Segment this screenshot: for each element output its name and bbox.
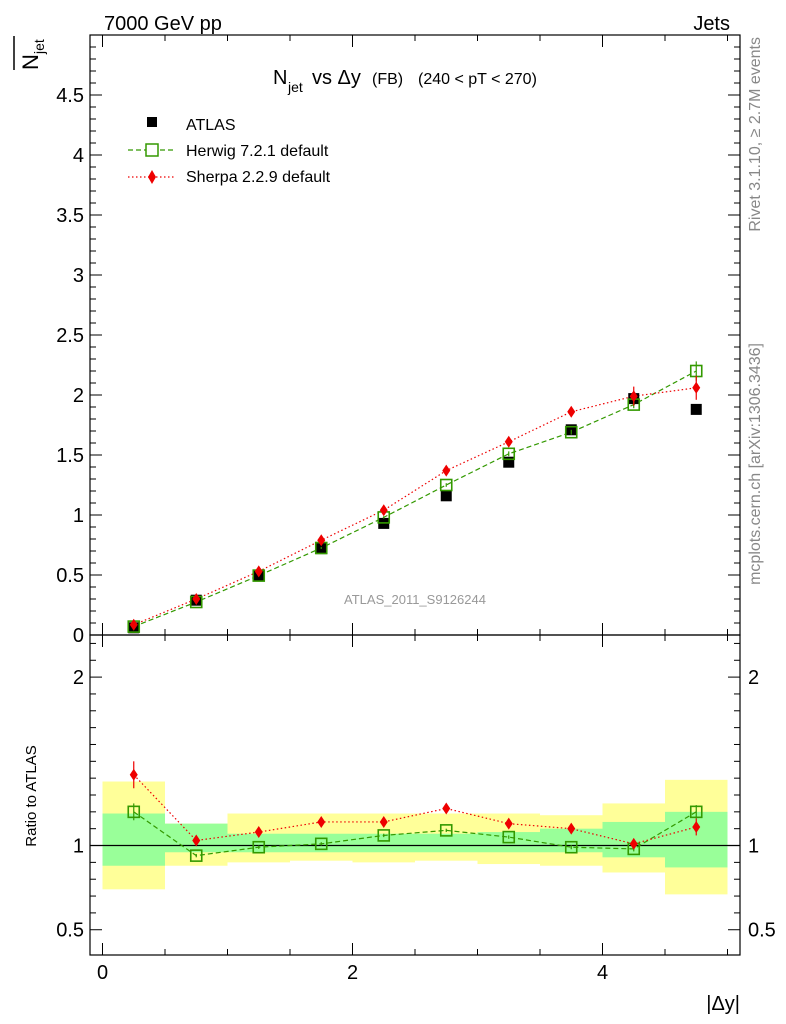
mcplots-label: mcplots.cern.ch [arXiv:1306.3436] <box>747 343 764 585</box>
y-main-tick-label-2: 1 <box>73 505 84 527</box>
sherpa-ratio-point-1 <box>192 834 201 847</box>
y-axis-label-n: N <box>18 54 43 70</box>
stat-uncertainty-band-0 <box>102 813 165 866</box>
herwig-ratio-point-1 <box>189 849 203 862</box>
stat-uncertainty-band-7 <box>540 828 603 853</box>
herwig-main-point-7 <box>564 425 578 439</box>
y-main-tick-label-0: 0 <box>73 625 84 647</box>
y-ratio-tick-label-right-0: 0.5 <box>748 920 776 942</box>
sherpa-ratio-point-5 <box>442 802 451 815</box>
stat-uncertainty-band-2 <box>227 833 290 853</box>
y-ratio-tick-label-left-0: 0.5 <box>56 920 84 942</box>
herwig-ratio-point-9 <box>689 805 703 819</box>
y-ratio-tick-label-left-2: 2 <box>73 667 84 689</box>
axes: 0 2 4 0 0.5 1 1.5 2 2.5 3 3.5 4 4.5 0.5 0.5 1 1 2 2 <box>56 34 776 984</box>
y-main-tick-label-7: 3.5 <box>56 205 84 227</box>
y-main-tick-label-8: 4 <box>73 145 84 167</box>
legend-label-atlas: ATLAS <box>186 117 236 134</box>
y-ratio-tick-label-right-2: 2 <box>748 667 759 689</box>
x-tick-label-0: 0 <box>97 962 108 984</box>
title-n-sub: jet <box>287 79 303 95</box>
sherpa-ratio-point-2 <box>254 826 263 839</box>
herwig-main-point-5 <box>439 478 453 492</box>
herwig-ratio-point-7 <box>564 840 578 854</box>
legend-label-sherpa: Sherpa 2.2.9 default <box>186 169 331 186</box>
legend-label-herwig: Herwig 7.2.1 default <box>186 143 329 160</box>
y-main-tick-label-3: 1.5 <box>56 445 84 467</box>
y-axis-label-main: N jet <box>13 36 47 70</box>
herwig-ratio-point-5 <box>439 824 453 837</box>
sherpa-main-point-0 <box>129 618 138 631</box>
process-label: Jets <box>693 13 730 35</box>
sherpa-main-point-1 <box>192 593 201 605</box>
herwig-ratio-point-4 <box>377 829 391 842</box>
chart-title: N jet vs Δy (FB) (240 < pT < 270) <box>273 67 537 95</box>
herwig-ratio-point-3 <box>314 837 328 851</box>
sherpa-main-point-3 <box>317 534 326 547</box>
sherpa-main-point-8 <box>629 390 638 403</box>
sherpa-main-line <box>133 387 697 626</box>
title-n: N <box>273 67 287 89</box>
herwig-ratio-point-2 <box>252 840 266 854</box>
y-ratio-tick-label-right-1: 1 <box>748 836 759 858</box>
sherpa-main-point-6 <box>504 435 513 448</box>
rivet-version-label: Rivet 3.1.10, ≥ 2.7M events <box>747 37 764 232</box>
title-vs: vs Δy <box>312 67 361 89</box>
sherpa-main-point-7 <box>567 405 576 418</box>
ratio-series-points <box>127 761 703 862</box>
y-main-tick-label-9: 4.5 <box>56 85 84 107</box>
ratio-panel-frame <box>89 634 741 956</box>
sherpa-ratio-point-8 <box>629 837 638 850</box>
stat-uncertainty-band-5 <box>415 833 478 853</box>
sherpa-ratio-point-3 <box>317 815 326 828</box>
sherpa-main-point-2 <box>254 565 263 578</box>
legend-marker-atlas <box>147 117 157 127</box>
y-main-tick-label-5: 2.5 <box>56 325 84 347</box>
title-range: (240 < pT < 270) <box>418 71 537 88</box>
sherpa-ratio-point-9 <box>692 821 701 833</box>
sherpa-ratio-point-4 <box>379 815 388 828</box>
sherpa-main-point-4 <box>379 504 388 517</box>
y-axis-label-sub: jet <box>31 39 47 55</box>
herwig-main-line <box>133 370 697 628</box>
y-main-tick-label-6: 3 <box>73 265 84 287</box>
herwig-ratio-point-0 <box>127 805 141 819</box>
y-main-tick-label-1: 0.5 <box>56 565 84 587</box>
main-series-points <box>127 361 703 634</box>
atlas-main-point-6 <box>503 456 515 468</box>
y-ratio-tick-label-left-1: 1 <box>73 836 84 858</box>
legend-marker-sherpa <box>148 170 156 184</box>
herwig-ratio-line <box>133 811 697 857</box>
stat-uncertainty-band-4 <box>352 833 415 853</box>
ratio-series-lines <box>133 774 697 857</box>
x-tick-label-1: 2 <box>347 962 358 984</box>
analysis-id-label: ATLAS_2011_S9126244 <box>344 592 486 607</box>
sherpa-ratio-point-6 <box>504 817 513 830</box>
title-fb: (FB) <box>372 71 403 88</box>
sherpa-main-point-5 <box>442 464 451 477</box>
x-tick-label-2: 4 <box>597 962 608 984</box>
legend: ATLAS Herwig 7.2.1 default Sherpa 2.2.9 … <box>128 117 331 186</box>
main-series-lines <box>133 370 697 628</box>
atlas-main-point-5 <box>440 490 452 502</box>
x-axis-label: |Δy| <box>706 993 740 1015</box>
legend-marker-herwig <box>145 143 159 157</box>
energy-label: 7000 GeV pp <box>104 13 222 35</box>
y-axis-label-ratio: Ratio to ATLAS <box>23 745 40 846</box>
herwig-main-point-6 <box>502 447 516 461</box>
sherpa-main-point-9 <box>692 381 701 394</box>
atlas-main-point-9 <box>690 403 702 415</box>
y-main-tick-label-4: 2 <box>73 385 84 407</box>
sherpa-ratio-point-7 <box>567 822 576 835</box>
sherpa-ratio-point-0 <box>129 768 138 781</box>
herwig-ratio-point-6 <box>502 830 516 844</box>
